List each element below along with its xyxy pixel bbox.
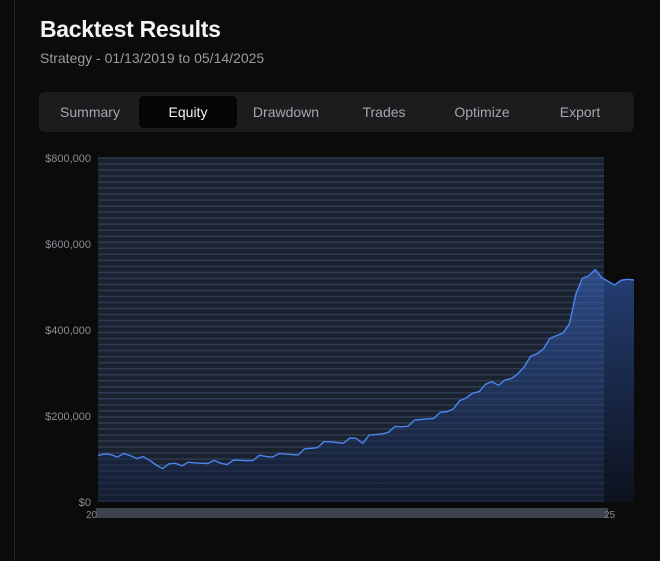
equity-line: [97, 268, 635, 470]
y-tick-label: $0: [79, 497, 91, 509]
tab-export[interactable]: Export: [559, 104, 601, 120]
tab-equity[interactable]: Equity: [139, 96, 237, 128]
x-tick-band: [96, 508, 608, 518]
tab-trades[interactable]: Trades: [362, 104, 406, 120]
x-tick-label: 25: [604, 510, 616, 521]
tab-drawdown[interactable]: Drawdown: [252, 104, 320, 120]
equity-chart: $800,000$600,000$400,000$200,000$0 20 25: [45, 153, 635, 521]
y-axis-ticks: $800,000 $600,000 $400,000 $200,000 $0: [45, 153, 91, 509]
tab-optimize[interactable]: Optimize: [454, 104, 510, 120]
left-border: [14, 0, 15, 561]
equity-area-fill: [98, 269, 634, 502]
tab-bar: Summary Equity Drawdown Trades Optimize …: [39, 92, 634, 132]
page-subtitle: Strategy - 01/13/2019 to 05/14/2025: [40, 50, 265, 66]
y-tick-label: $200,000: [45, 411, 91, 423]
equity-area: [97, 268, 635, 502]
x-tick-label: 20: [86, 510, 98, 521]
y-tick-label: $800,000: [45, 153, 91, 165]
x-axis-ticks: 20 25: [86, 508, 616, 521]
y-tick-label: $400,000: [45, 325, 91, 337]
y-tick-label: $600,000: [45, 239, 91, 251]
page-title: Backtest Results: [40, 16, 221, 42]
tab-summary[interactable]: Summary: [60, 104, 120, 120]
